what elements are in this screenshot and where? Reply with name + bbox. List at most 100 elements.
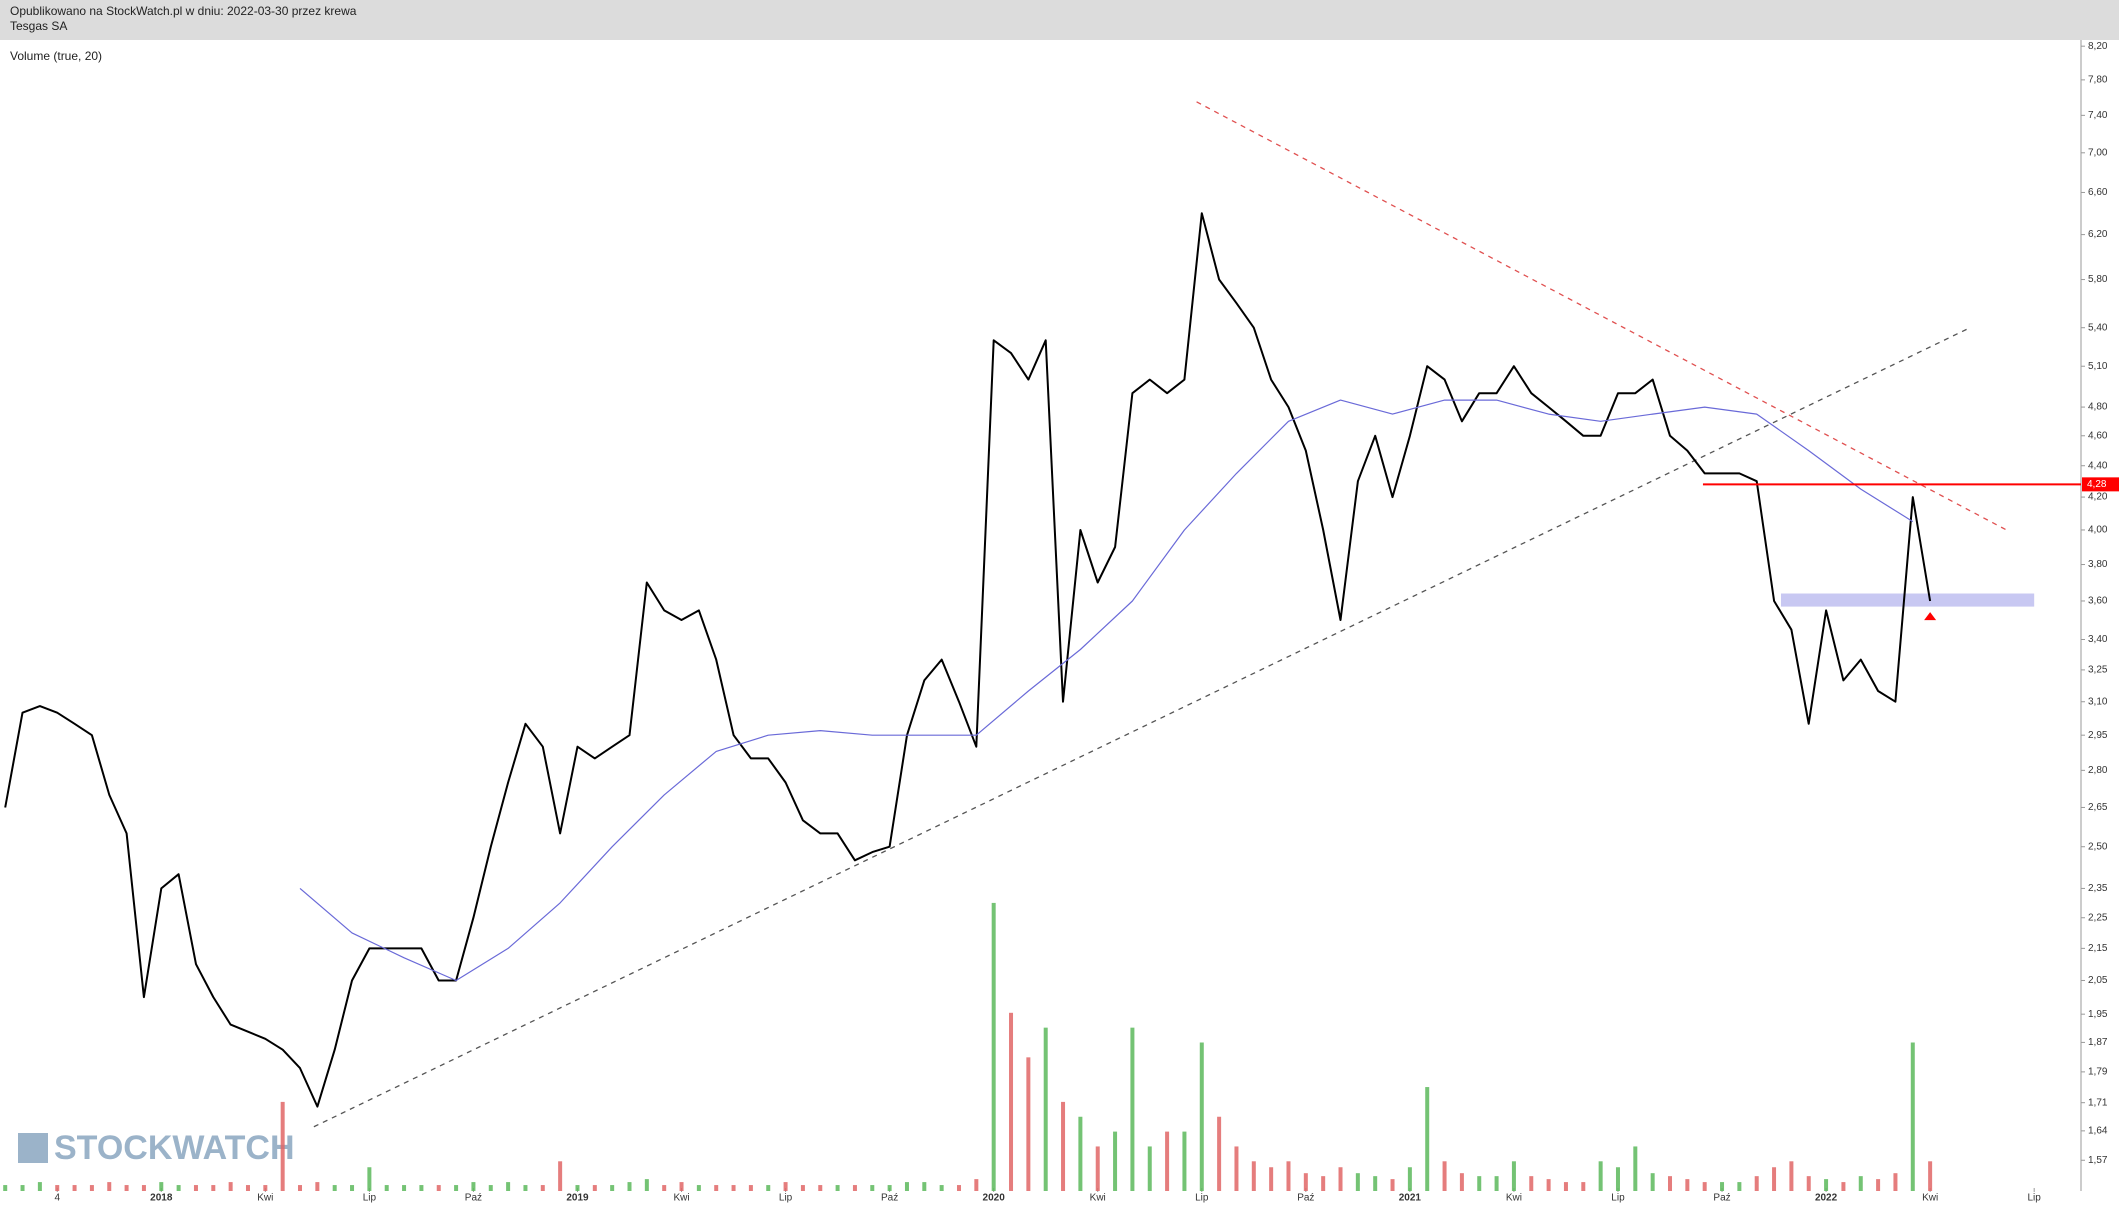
volume-bar <box>783 1182 788 1191</box>
x-tick-label: 2018 <box>150 1193 173 1204</box>
volume-bar <box>1754 1176 1759 1191</box>
volume-bar <box>679 1182 684 1191</box>
y-tick-label: 3,60 <box>2088 596 2108 607</box>
volume-bar <box>37 1182 42 1191</box>
volume-bar <box>263 1185 268 1191</box>
volume-bar <box>1772 1167 1777 1191</box>
y-tick-label: 3,10 <box>2088 696 2108 707</box>
volume-bar <box>922 1182 927 1191</box>
header-bar <box>0 0 2119 40</box>
volume-bar <box>72 1185 77 1191</box>
volume-bar <box>1494 1176 1499 1191</box>
y-tick-label: 1,71 <box>2088 1097 2108 1108</box>
volume-bar <box>436 1185 441 1191</box>
y-tick-label: 1,64 <box>2088 1126 2108 1137</box>
x-tick-label: Paź <box>465 1193 482 1204</box>
volume-bar <box>1303 1173 1308 1191</box>
volume-bar <box>1477 1176 1482 1191</box>
y-tick-label: 2,35 <box>2088 883 2108 894</box>
y-tick-label: 2,65 <box>2088 802 2108 813</box>
y-tick-label: 7,80 <box>2088 75 2108 86</box>
volume-bar <box>887 1185 892 1191</box>
volume-bar <box>1459 1173 1464 1191</box>
volume-bar <box>1511 1161 1516 1191</box>
volume-bar <box>870 1185 875 1191</box>
price-line <box>4 212 1932 1108</box>
volume-bar <box>55 1185 60 1191</box>
y-tick-label: 4,80 <box>2088 402 2108 413</box>
moving-average <box>299 399 1914 982</box>
y-tick-label: 4,00 <box>2088 525 2108 536</box>
watermark-icon <box>18 1133 48 1163</box>
volume-bar <box>402 1185 407 1191</box>
volume-bar <box>1893 1173 1898 1191</box>
volume-bar <box>124 1185 129 1191</box>
volume-bar <box>610 1185 615 1191</box>
volume-bar <box>419 1185 424 1191</box>
trendline <box>1196 101 2007 531</box>
volume-bar <box>1650 1173 1655 1191</box>
x-tick-label: Lip <box>779 1193 793 1204</box>
volume-bar <box>1668 1176 1673 1191</box>
volume-bar <box>1824 1179 1829 1191</box>
y-tick-label: 7,00 <box>2088 147 2108 158</box>
volume-bar <box>367 1167 372 1191</box>
volume-bar <box>991 902 996 1191</box>
volume-bar <box>644 1179 649 1191</box>
volume-bar <box>20 1185 25 1191</box>
y-tick-label: 6,20 <box>2088 229 2108 240</box>
volume-bar <box>1373 1176 1378 1191</box>
volume-bar <box>1199 1042 1204 1191</box>
volume-bar <box>662 1185 667 1191</box>
volume-bar <box>298 1185 303 1191</box>
volume-bar <box>193 1185 198 1191</box>
y-tick-label: 2,50 <box>2088 841 2108 852</box>
volume-bar <box>1390 1179 1395 1191</box>
price-tag-label: 4,28 <box>2087 479 2107 490</box>
volume-bar <box>696 1185 701 1191</box>
x-tick-label: Paź <box>881 1193 898 1204</box>
x-tick-label: 2020 <box>983 1193 1006 1204</box>
volume-bar <box>852 1185 857 1191</box>
volume-bar <box>714 1185 719 1191</box>
y-tick-label: 1,79 <box>2088 1067 2108 1078</box>
volume-bar <box>1581 1182 1586 1191</box>
volume-bar <box>1425 1087 1430 1191</box>
volume-bar <box>454 1185 459 1191</box>
watermark: STOCKWATCH <box>54 1129 295 1167</box>
volume-bar <box>1061 1101 1066 1191</box>
y-tick-label: 3,80 <box>2088 559 2108 570</box>
volume-bar <box>1165 1131 1170 1191</box>
y-tick-label: 3,25 <box>2088 665 2108 676</box>
volume-bar <box>1841 1182 1846 1191</box>
volume-bar <box>471 1182 476 1191</box>
y-tick-label: 7,40 <box>2088 110 2108 121</box>
volume-bar <box>332 1185 337 1191</box>
volume-bar <box>1355 1173 1360 1191</box>
y-tick-label: 1,95 <box>2088 1009 2108 1020</box>
volume-bar <box>540 1185 545 1191</box>
volume-bar <box>211 1185 216 1191</box>
volume-bar <box>1876 1179 1881 1191</box>
volume-bar <box>1286 1161 1291 1191</box>
volume-bar <box>1702 1182 1707 1191</box>
volume-bar <box>1147 1146 1152 1191</box>
x-tick-label: Lip <box>1611 1193 1625 1204</box>
volume-bar <box>1321 1176 1326 1191</box>
volume-bar <box>1685 1179 1690 1191</box>
price-tag <box>2082 477 2119 492</box>
volume-bar <box>523 1185 528 1191</box>
x-tick-label: Paź <box>1713 1193 1730 1204</box>
volume-bar <box>1217 1116 1222 1191</box>
volume-bar <box>1737 1182 1742 1191</box>
volume-bar <box>627 1182 632 1191</box>
x-tick-label: Kwi <box>257 1193 273 1204</box>
x-tick-label: Kwi <box>1090 1193 1106 1204</box>
volume-bar <box>315 1182 320 1191</box>
y-tick-label: 2,15 <box>2088 943 2108 954</box>
x-tick-label: Lip <box>2027 1193 2041 1204</box>
volume-bar <box>1269 1167 1274 1191</box>
volume-bar <box>575 1185 580 1191</box>
